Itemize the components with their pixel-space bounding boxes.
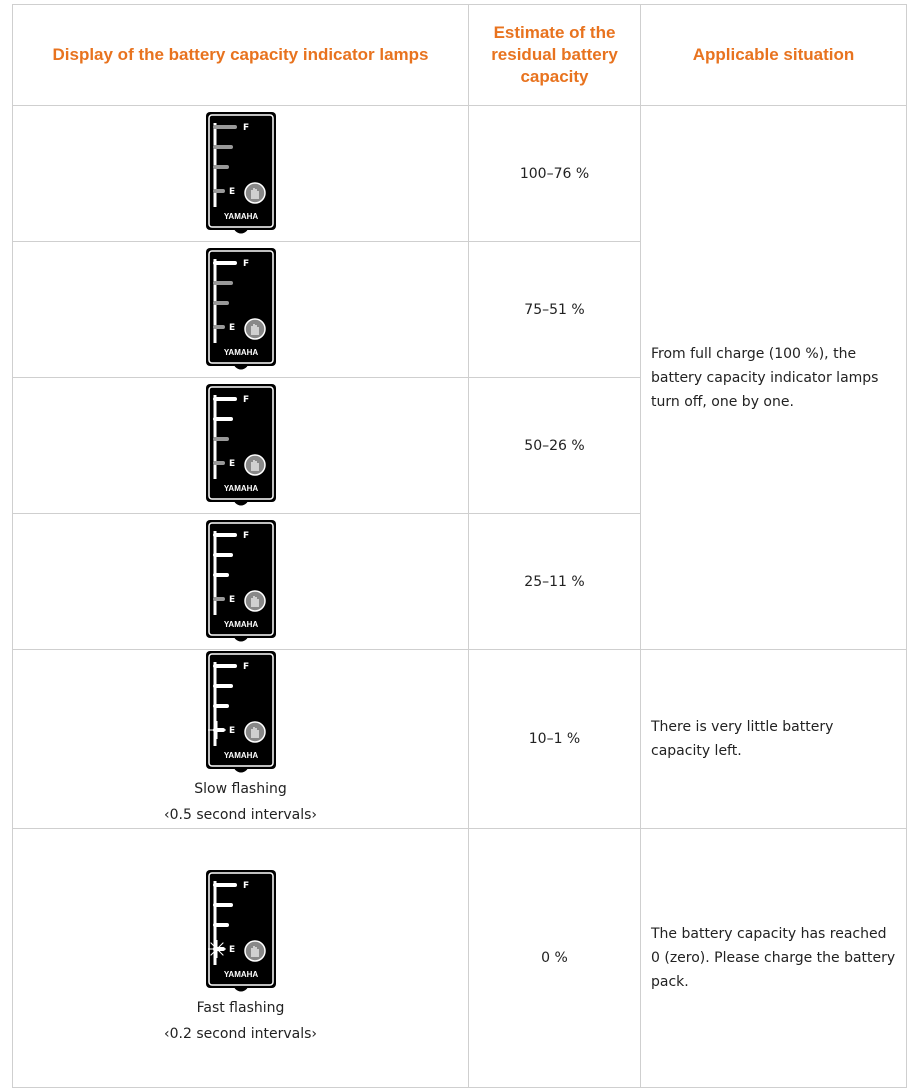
button xyxy=(243,181,266,204)
icon-label: YAMAHA xyxy=(223,484,258,493)
display-cell: F E YAMAHA Slow flashing ‹0.5 second inter… xyxy=(12,649,469,829)
indicator-icon: F E YAMAHA xyxy=(205,383,276,505)
icon-label: YAMAHA xyxy=(223,751,258,760)
situation: The battery capacity has reached 0 (zero… xyxy=(640,828,907,1088)
estimate: 0 % xyxy=(468,828,641,1088)
icon-label: YAMAHA xyxy=(223,620,258,629)
icon-label: F xyxy=(243,259,249,269)
panel-tab xyxy=(234,365,247,369)
panel-border xyxy=(207,249,274,364)
estimate: 75–51 % xyxy=(468,241,641,378)
icon-label: F xyxy=(243,123,249,133)
indicator-icon: F E YAMAHA xyxy=(205,651,276,773)
header: Estimate of the residual battery capacit… xyxy=(468,4,641,106)
display-cell: F E YAMAHA xyxy=(12,377,469,514)
row: F E YAMAHA 50–26 % xyxy=(12,377,907,514)
flash-ray xyxy=(209,948,217,956)
button xyxy=(243,589,266,612)
panel-border xyxy=(207,113,274,228)
estimate: 10–1 % xyxy=(468,649,641,829)
flash-ray xyxy=(209,942,217,950)
header: Applicable situation xyxy=(640,4,907,106)
icon-label: F xyxy=(243,662,249,672)
icon-label: E xyxy=(229,323,235,333)
header: Display of the battery capacity indicato… xyxy=(12,4,469,106)
button xyxy=(243,721,266,743)
hand-icon xyxy=(250,323,259,335)
display-cell: F E YAMAHA xyxy=(12,241,469,378)
panel-border xyxy=(207,385,274,500)
panel-tab xyxy=(234,987,247,992)
button xyxy=(243,453,266,476)
icon-label: F xyxy=(243,881,249,891)
situation: There is very little battery capacity le… xyxy=(640,649,907,829)
hand-icon xyxy=(250,727,259,738)
hand-icon xyxy=(250,946,259,957)
hand-icon xyxy=(250,459,259,471)
caption: ‹0.2 second intervals› xyxy=(164,1026,317,1042)
icon-label: E xyxy=(229,726,235,736)
row: F E YAMAHA 25–11 % xyxy=(12,513,907,650)
estimate: 50–26 % xyxy=(468,377,641,514)
hand-icon xyxy=(250,595,259,607)
indicator-icon: F E YAMAHA xyxy=(205,111,276,233)
flash-ray xyxy=(216,942,224,950)
display-cell: F E YAMAHA xyxy=(12,513,469,650)
battery-table: Display of the battery capacity indicato… xyxy=(12,4,907,1088)
button xyxy=(243,317,266,340)
panel-tab xyxy=(234,501,247,505)
panel-border xyxy=(207,521,274,636)
row: F E YAMAHA Slow flashing ‹0.5 second inter… xyxy=(12,649,907,829)
panel-tab xyxy=(234,229,247,233)
icon-label: F xyxy=(243,395,249,405)
icon-label: YAMAHA xyxy=(223,970,258,979)
row: F E YAMAHA 75–51 % xyxy=(12,241,907,378)
panel-border xyxy=(207,653,274,767)
button xyxy=(243,940,266,962)
estimate: 100–76 % xyxy=(468,105,641,242)
indicator-icon: F E YAMAHA xyxy=(205,870,276,992)
row: F E YAMAHA 100–76 % From full charge (100 … xyxy=(12,105,907,650)
display-cell: F E YAMAHA xyxy=(12,105,469,242)
caption: Slow flashing xyxy=(194,781,287,797)
icon-label: YAMAHA xyxy=(223,348,258,357)
caption: Fast flashing xyxy=(196,1000,285,1016)
icon-label: E xyxy=(229,187,235,197)
indicator-icon: F E YAMAHA xyxy=(205,247,276,369)
panel-tab xyxy=(234,768,247,773)
situation: From full charge (100 %), the battery ca… xyxy=(640,105,907,650)
flash-ray xyxy=(216,948,224,956)
icon-label: E xyxy=(229,945,235,955)
header-row: Display of the battery capacity indicato… xyxy=(12,4,907,106)
indicator-icon: F E YAMAHA xyxy=(205,519,276,641)
icon-label: E xyxy=(229,459,235,469)
icon-label: E xyxy=(229,595,235,605)
estimate: 25–11 % xyxy=(468,513,641,650)
icon-label: F xyxy=(243,531,249,541)
panel-tab xyxy=(234,637,247,641)
panel-border xyxy=(207,872,274,986)
row: F E YAMAHA Fast flashing ‹0.2 second inter… xyxy=(12,828,907,1088)
icon-label: YAMAHA xyxy=(223,212,258,221)
hand-icon xyxy=(250,187,259,199)
display-cell: F E YAMAHA Fast flashing ‹0.2 second inter… xyxy=(12,828,469,1088)
caption: ‹0.5 second intervals› xyxy=(164,807,317,823)
